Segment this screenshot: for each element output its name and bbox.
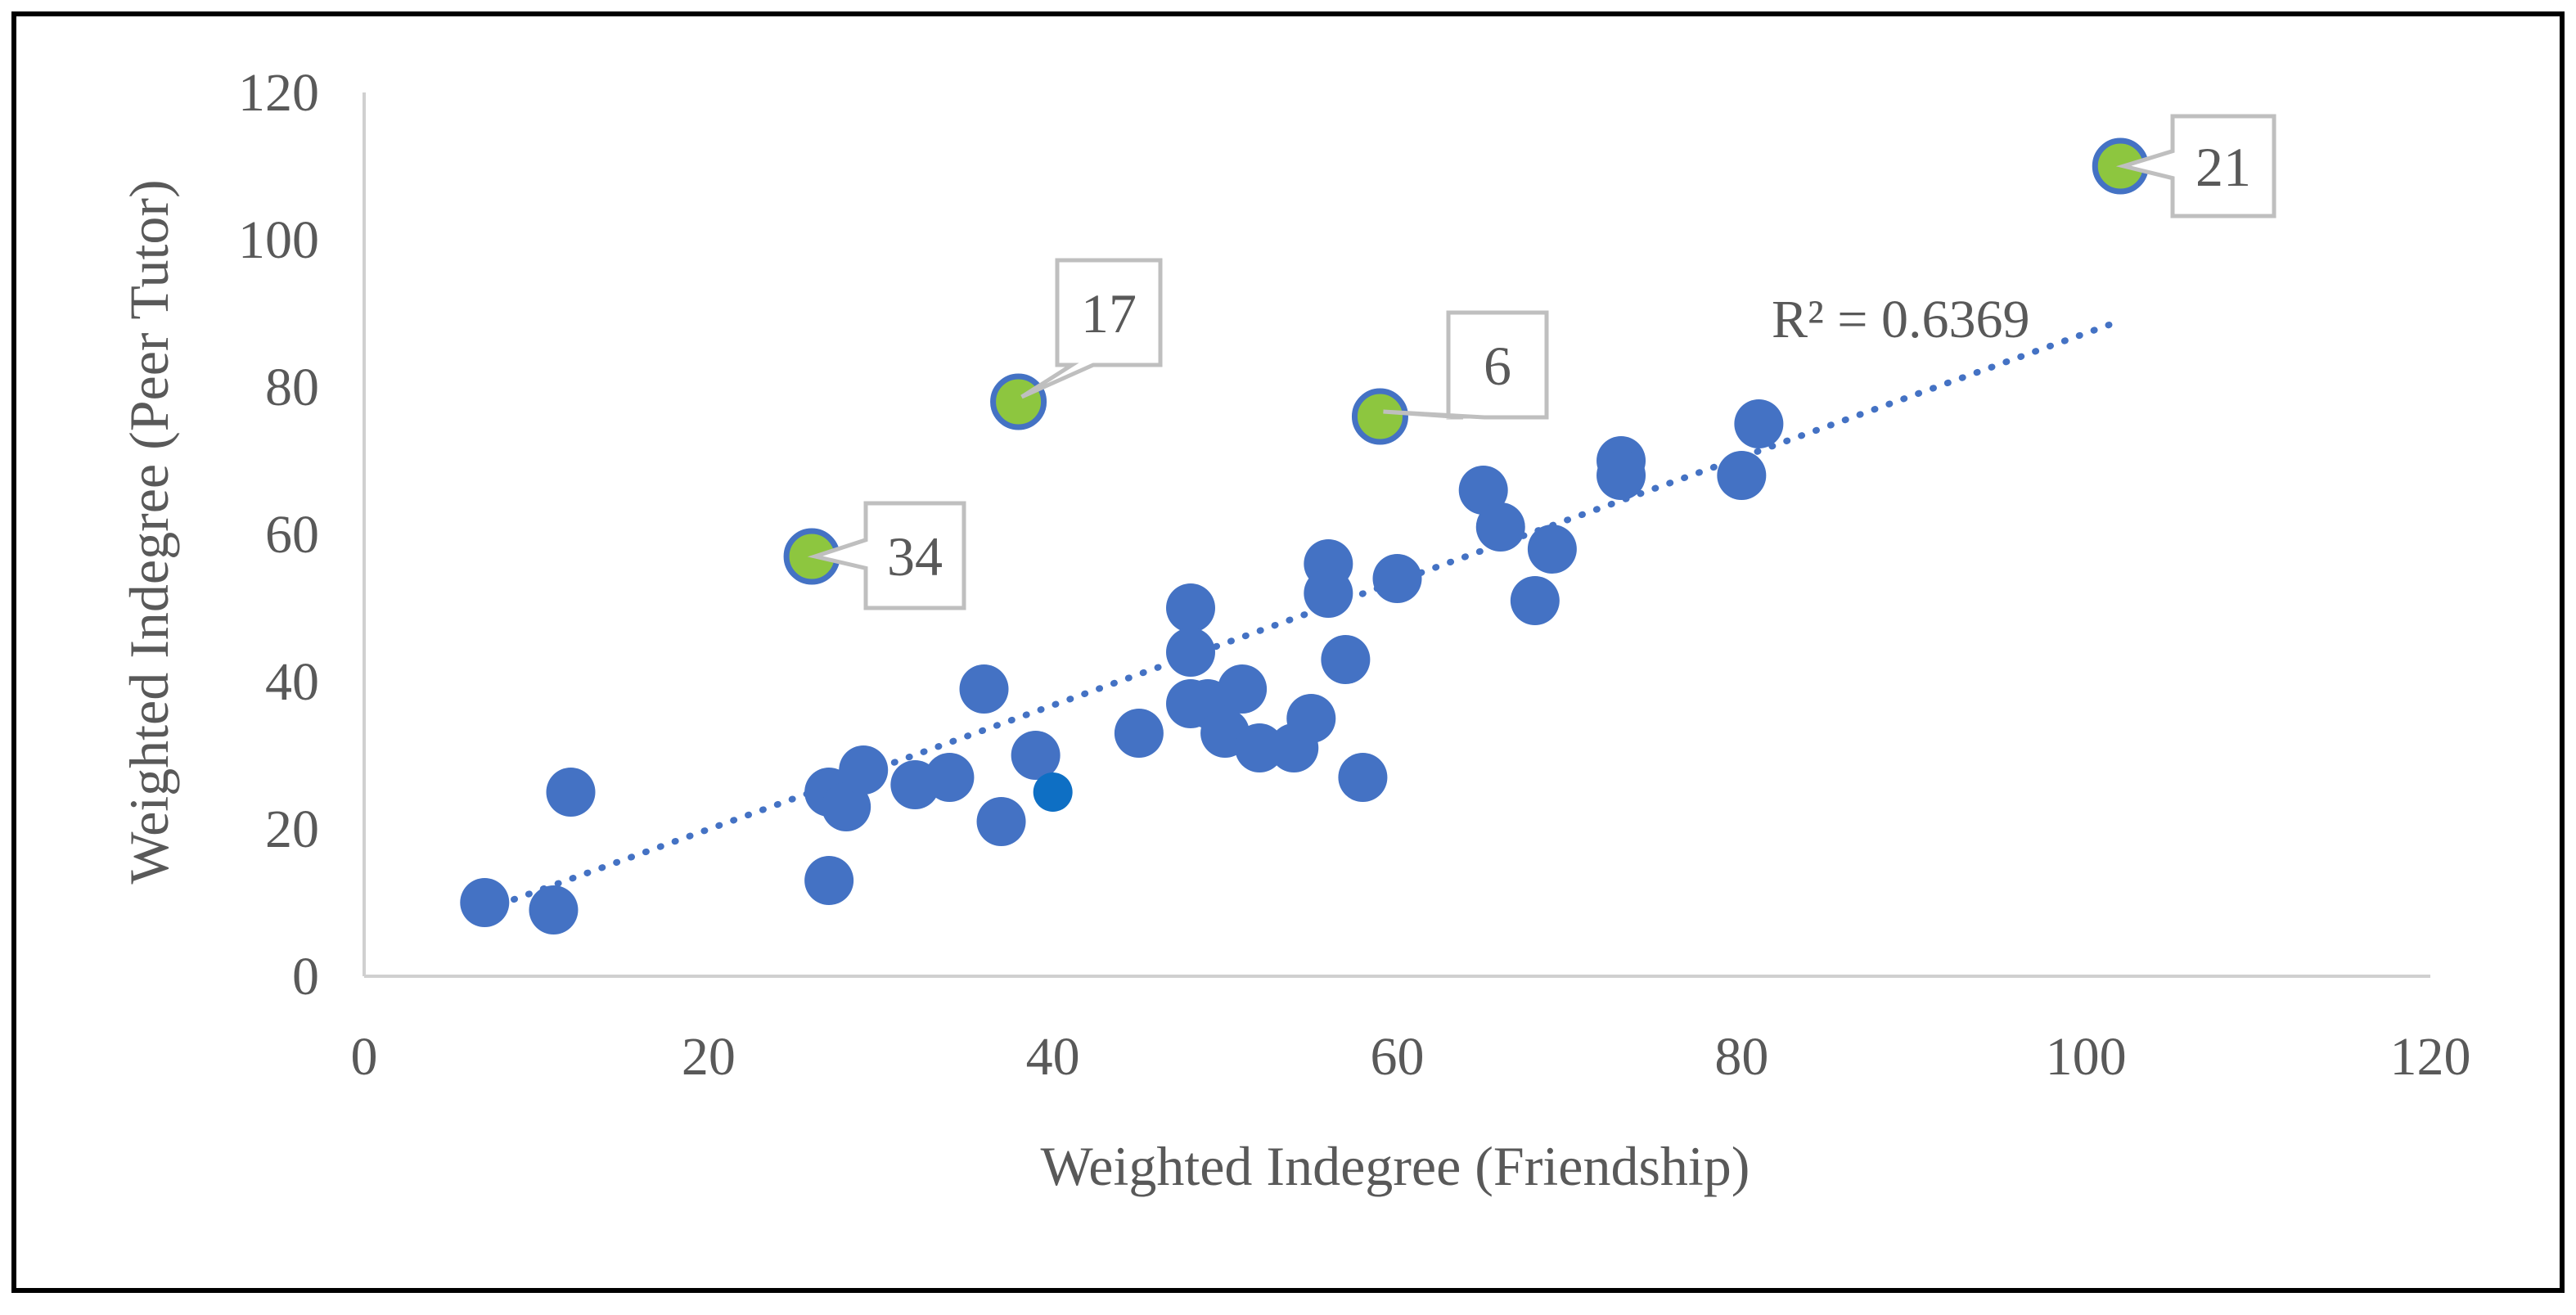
data-point xyxy=(1475,502,1525,552)
x-tick-label: 20 xyxy=(682,1027,736,1087)
data-point xyxy=(1596,451,1646,500)
y-axis-title: Weighted Indegree (Peer Tutor) xyxy=(118,179,180,884)
data-point xyxy=(1114,709,1164,758)
callout-box xyxy=(2115,114,2277,218)
point-callout: 6 xyxy=(1383,310,1549,420)
data-point xyxy=(1510,576,1560,625)
data-point xyxy=(1166,628,1215,677)
r-squared-label: R² = 0.6369 xyxy=(1772,290,2030,349)
y-tick-label: 120 xyxy=(238,63,319,123)
callout-label: 6 xyxy=(1484,335,1511,397)
data-point xyxy=(1033,772,1073,812)
callout-box xyxy=(1383,310,1549,420)
data-point xyxy=(529,885,579,934)
data-point xyxy=(839,745,889,795)
point-callout: 17 xyxy=(1020,258,1163,399)
callout-label: 34 xyxy=(887,525,943,588)
callout-label: 21 xyxy=(2195,136,2251,198)
callout-label: 17 xyxy=(1081,282,1137,345)
y-tick-label: 40 xyxy=(265,652,319,712)
chart-frame xyxy=(11,11,2565,1293)
data-point xyxy=(1304,569,1353,618)
x-tick-label: 0 xyxy=(351,1027,378,1087)
data-point xyxy=(1717,451,1767,500)
x-axis-title: Weighted Indegree (Friendship) xyxy=(1041,1135,1750,1197)
data-point xyxy=(959,664,1009,714)
data-point xyxy=(1286,694,1336,743)
y-tick-label: 80 xyxy=(265,358,319,417)
data-point xyxy=(546,768,596,817)
x-tick-label: 120 xyxy=(2390,1027,2471,1087)
highlighted-point xyxy=(1351,388,1408,445)
data-point xyxy=(1166,583,1215,633)
data-point xyxy=(1321,635,1371,684)
data-point xyxy=(1734,399,1784,448)
data-point xyxy=(1527,525,1577,574)
data-point xyxy=(460,878,510,927)
y-tick-label: 20 xyxy=(265,799,319,859)
x-tick-label: 60 xyxy=(1371,1027,1425,1087)
data-point xyxy=(1338,753,1388,802)
data-point xyxy=(925,753,975,802)
callout-box xyxy=(807,501,966,610)
highlighted-point xyxy=(990,373,1047,430)
y-tick-label: 60 xyxy=(265,505,319,565)
y-tick-label: 100 xyxy=(238,210,319,270)
trendline xyxy=(481,317,2124,913)
data-point xyxy=(822,782,871,831)
data-point xyxy=(1372,554,1422,603)
data-point xyxy=(804,856,854,905)
data-point xyxy=(1458,466,1508,515)
callout-box xyxy=(1020,258,1163,399)
x-tick-label: 80 xyxy=(1714,1027,1768,1087)
point-callout: 34 xyxy=(807,501,966,610)
data-point xyxy=(1011,731,1061,780)
data-point xyxy=(1235,723,1285,772)
data-point xyxy=(1218,664,1268,714)
data-point xyxy=(976,797,1026,846)
y-tick-label: 0 xyxy=(292,947,319,1007)
x-tick-label: 100 xyxy=(2046,1027,2127,1087)
point-callout: 21 xyxy=(2115,114,2277,218)
x-tick-label: 40 xyxy=(1026,1027,1080,1087)
